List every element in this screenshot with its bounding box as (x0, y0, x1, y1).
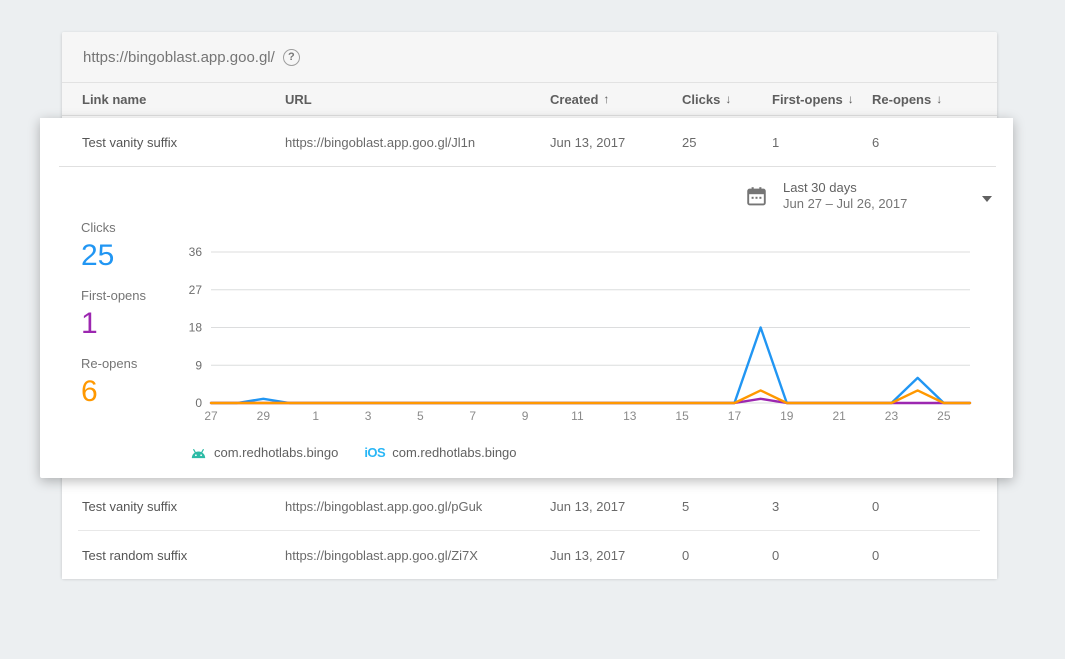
column-header-clicks[interactable]: Clicks ↓ (682, 92, 772, 107)
sort-down-icon: ↓ (847, 92, 854, 106)
date-range-text: Last 30 days Jun 27 – Jul 26, 2017 (783, 180, 907, 212)
sort-down-icon: ↓ (936, 92, 943, 106)
x-tick-label: 23 (885, 409, 899, 423)
x-tick-label: 9 (522, 409, 529, 423)
chevron-down-icon (982, 196, 992, 202)
column-header-link-name[interactable]: Link name (82, 92, 285, 107)
card-header: https://bingoblast.app.goo.gl/ ? (62, 32, 997, 83)
link-created: Jun 13, 2017 (550, 547, 626, 563)
table-row[interactable]: Test random suffix https://bingoblast.ap… (62, 531, 997, 579)
link-name: Test vanity suffix (82, 134, 178, 150)
link-clicks: 5 (682, 498, 690, 514)
ios-icon: iOS (364, 445, 386, 460)
link-url: https://bingoblast.app.goo.gl/pGuk (285, 498, 483, 514)
table-row-expanded[interactable]: Test vanity suffix https://bingoblast.ap… (40, 118, 1013, 166)
table-header: Link name URL Created ↑ Clicks ↓ First-o… (62, 83, 997, 116)
table-row[interactable]: Test vanity suffix https://bingoblast.ap… (62, 482, 997, 530)
link-name: Test random suffix (82, 547, 188, 563)
stat-label-re-opens: Re-opens (81, 356, 138, 371)
link-name: Test vanity suffix (82, 498, 178, 514)
link-analytics-panel: Test vanity suffix https://bingoblast.ap… (40, 118, 1013, 478)
link-url: https://bingoblast.app.goo.gl/Zi7X (285, 547, 478, 563)
link-created: Jun 13, 2017 (550, 134, 626, 150)
stat-label-first-opens: First-opens (81, 288, 147, 303)
column-header-created[interactable]: Created ↑ (550, 92, 682, 107)
legend-label: com.redhotlabs.bingo (214, 445, 339, 460)
stat-value-re-opens: 6 (81, 375, 98, 408)
calendar-icon (747, 187, 766, 206)
column-header-url[interactable]: URL (285, 92, 550, 107)
link-first-opens: 1 (772, 134, 780, 150)
date-range-selector[interactable]: Last 30 days Jun 27 – Jul 26, 2017 (746, 180, 996, 224)
x-tick-label: 7 (469, 409, 476, 423)
x-tick-label: 15 (675, 409, 689, 423)
table-bottom-rows: Test vanity suffix https://bingoblast.ap… (62, 482, 997, 579)
x-tick-label: 27 (204, 409, 218, 423)
y-tick-label: 18 (189, 321, 203, 335)
link-clicks: 25 (682, 134, 697, 150)
legend-item-android: com.redhotlabs.bingo (190, 445, 338, 460)
date-range-value: Jun 27 – Jul 26, 2017 (783, 196, 908, 211)
series-line-first-opens (209, 397, 972, 405)
column-label: Created (550, 91, 599, 107)
link-first-opens: 3 (772, 498, 780, 514)
series-line-clicks (209, 326, 972, 405)
divider (59, 166, 996, 167)
link-url: https://bingoblast.app.goo.gl/Jl1n (285, 134, 476, 150)
sort-up-icon: ↑ (603, 92, 610, 106)
link-re-opens: 6 (872, 134, 880, 150)
x-tick-label: 5 (417, 409, 424, 423)
x-tick-label: 11 (571, 409, 584, 423)
y-tick-label: 27 (189, 283, 203, 297)
column-label: URL (285, 91, 312, 107)
x-tick-label: 17 (728, 409, 742, 423)
link-re-opens: 0 (872, 547, 880, 563)
x-tick-label: 25 (937, 409, 951, 423)
y-tick-label: 36 (189, 245, 203, 259)
x-tick-label: 13 (623, 409, 637, 423)
series-line-re-opens (209, 389, 972, 405)
column-header-first-opens[interactable]: First-opens ↓ (772, 92, 872, 107)
column-header-re-opens[interactable]: Re-opens ↓ (872, 92, 997, 107)
column-label: Clicks (682, 91, 721, 107)
x-tick-label: 29 (257, 409, 271, 423)
link-created: Jun 13, 2017 (550, 498, 626, 514)
link-clicks: 0 (682, 547, 690, 563)
legend-label: com.redhotlabs.bingo (392, 445, 517, 460)
date-range-label: Last 30 days (783, 180, 857, 195)
column-label: First-opens (772, 91, 843, 107)
x-tick-label: 3 (365, 409, 372, 423)
stat-value-first-opens: 1 (81, 307, 98, 340)
link-first-opens: 0 (772, 547, 780, 563)
legend-item-ios: iOS com.redhotlabs.bingo (364, 445, 516, 460)
stat-label-clicks: Clicks (81, 220, 116, 235)
stats-summary: Clicks 25 First-opens 1 Re-opens 6 (81, 219, 146, 423)
row-divider (78, 530, 980, 531)
help-icon[interactable]: ? (282, 48, 300, 66)
column-label: Link name (82, 91, 147, 107)
android-icon (191, 448, 206, 458)
x-tick-label: 19 (780, 409, 794, 423)
domain-url: https://bingoblast.app.goo.gl/ (83, 48, 275, 66)
chart-legend: com.redhotlabs.bingo iOS com.redhotlabs.… (190, 445, 517, 460)
link-re-opens: 0 (872, 498, 880, 514)
column-label: Re-opens (872, 91, 932, 107)
x-tick-label: 21 (832, 409, 846, 423)
sort-down-icon: ↓ (725, 92, 732, 106)
y-tick-label: 9 (195, 358, 202, 372)
x-tick-label: 1 (312, 409, 319, 423)
stat-value-clicks: 25 (81, 239, 115, 272)
y-tick-label: 0 (195, 396, 202, 410)
